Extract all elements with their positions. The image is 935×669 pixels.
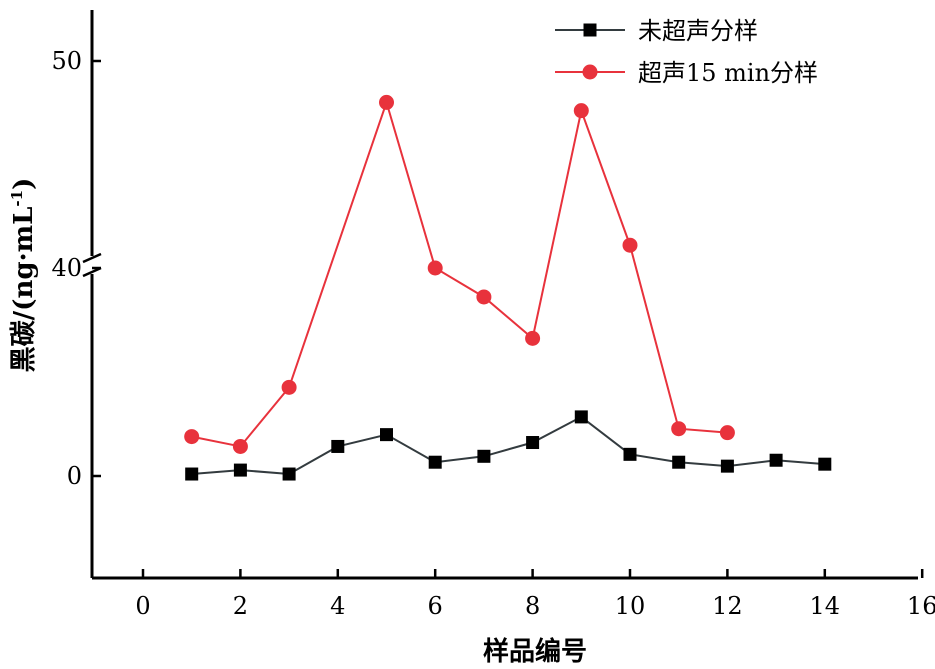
series-line [191, 99, 728, 448]
y-axis-title: 黑碳/(ng·mL-1) [8, 178, 39, 373]
y-axis-title-superscript: -1 [8, 190, 26, 207]
x-tick-label: 8 [525, 592, 540, 620]
data-point-square [233, 463, 247, 477]
legend-label: 未超声分样 [638, 17, 758, 45]
data-point-square [769, 453, 783, 467]
data-point-square [672, 455, 686, 469]
data-point-circle [671, 421, 687, 437]
x-axis-title: 样品编号 [483, 636, 587, 667]
data-point-square [477, 449, 491, 463]
data-point-square [185, 467, 199, 481]
legend-label: 超声15 min分样 [638, 59, 818, 87]
legend-marker-square [583, 23, 597, 37]
data-point-square [526, 436, 540, 450]
y-axis-title-main: 黑碳/(ng·mL [9, 207, 39, 373]
y-tick-label: 50 [51, 47, 82, 75]
y-tick-label: 0 [67, 462, 82, 490]
data-point-circle [379, 94, 394, 110]
x-tick-label: 12 [712, 592, 743, 620]
legend-marker-circle [582, 64, 598, 80]
series-1 [185, 410, 832, 481]
data-point-circle [232, 438, 248, 454]
x-tick-label: 0 [135, 592, 150, 620]
data-point-square [380, 428, 393, 442]
data-point-circle [622, 237, 638, 253]
series-2 [184, 94, 735, 454]
data-point-square [282, 467, 296, 481]
x-tick-label: 10 [615, 592, 646, 620]
y-tick-label: 40 [51, 254, 82, 282]
data-point-circle [476, 289, 492, 305]
legend-item: 未超声分样 [555, 17, 758, 45]
data-point-circle [281, 379, 297, 395]
x-tick-label: 6 [428, 592, 443, 620]
axes: 0 2 4 6 8 10 12 14 16 0 40 50 [51, 10, 935, 620]
series-layer [184, 94, 832, 481]
legend-item: 超声15 min分样 [555, 59, 818, 87]
data-point-square [623, 447, 637, 461]
data-point-square [574, 410, 588, 424]
data-point-circle [427, 260, 443, 276]
data-point-square [331, 439, 345, 453]
y-axis-break-mark [82, 252, 102, 278]
data-point-square [818, 457, 832, 471]
data-point-circle [525, 330, 541, 346]
x-tick-label: 2 [233, 592, 248, 620]
series-line [191, 415, 825, 476]
data-point-circle [719, 425, 735, 441]
data-point-circle [184, 429, 200, 445]
data-point-square [720, 459, 734, 473]
y-axis-title-end: ) [9, 178, 39, 190]
x-tick-label: 14 [810, 592, 841, 620]
x-tick-label: 4 [330, 592, 345, 620]
x-tick-label: 16 [907, 592, 935, 620]
data-point-circle [573, 103, 589, 119]
data-point-square [428, 455, 442, 469]
